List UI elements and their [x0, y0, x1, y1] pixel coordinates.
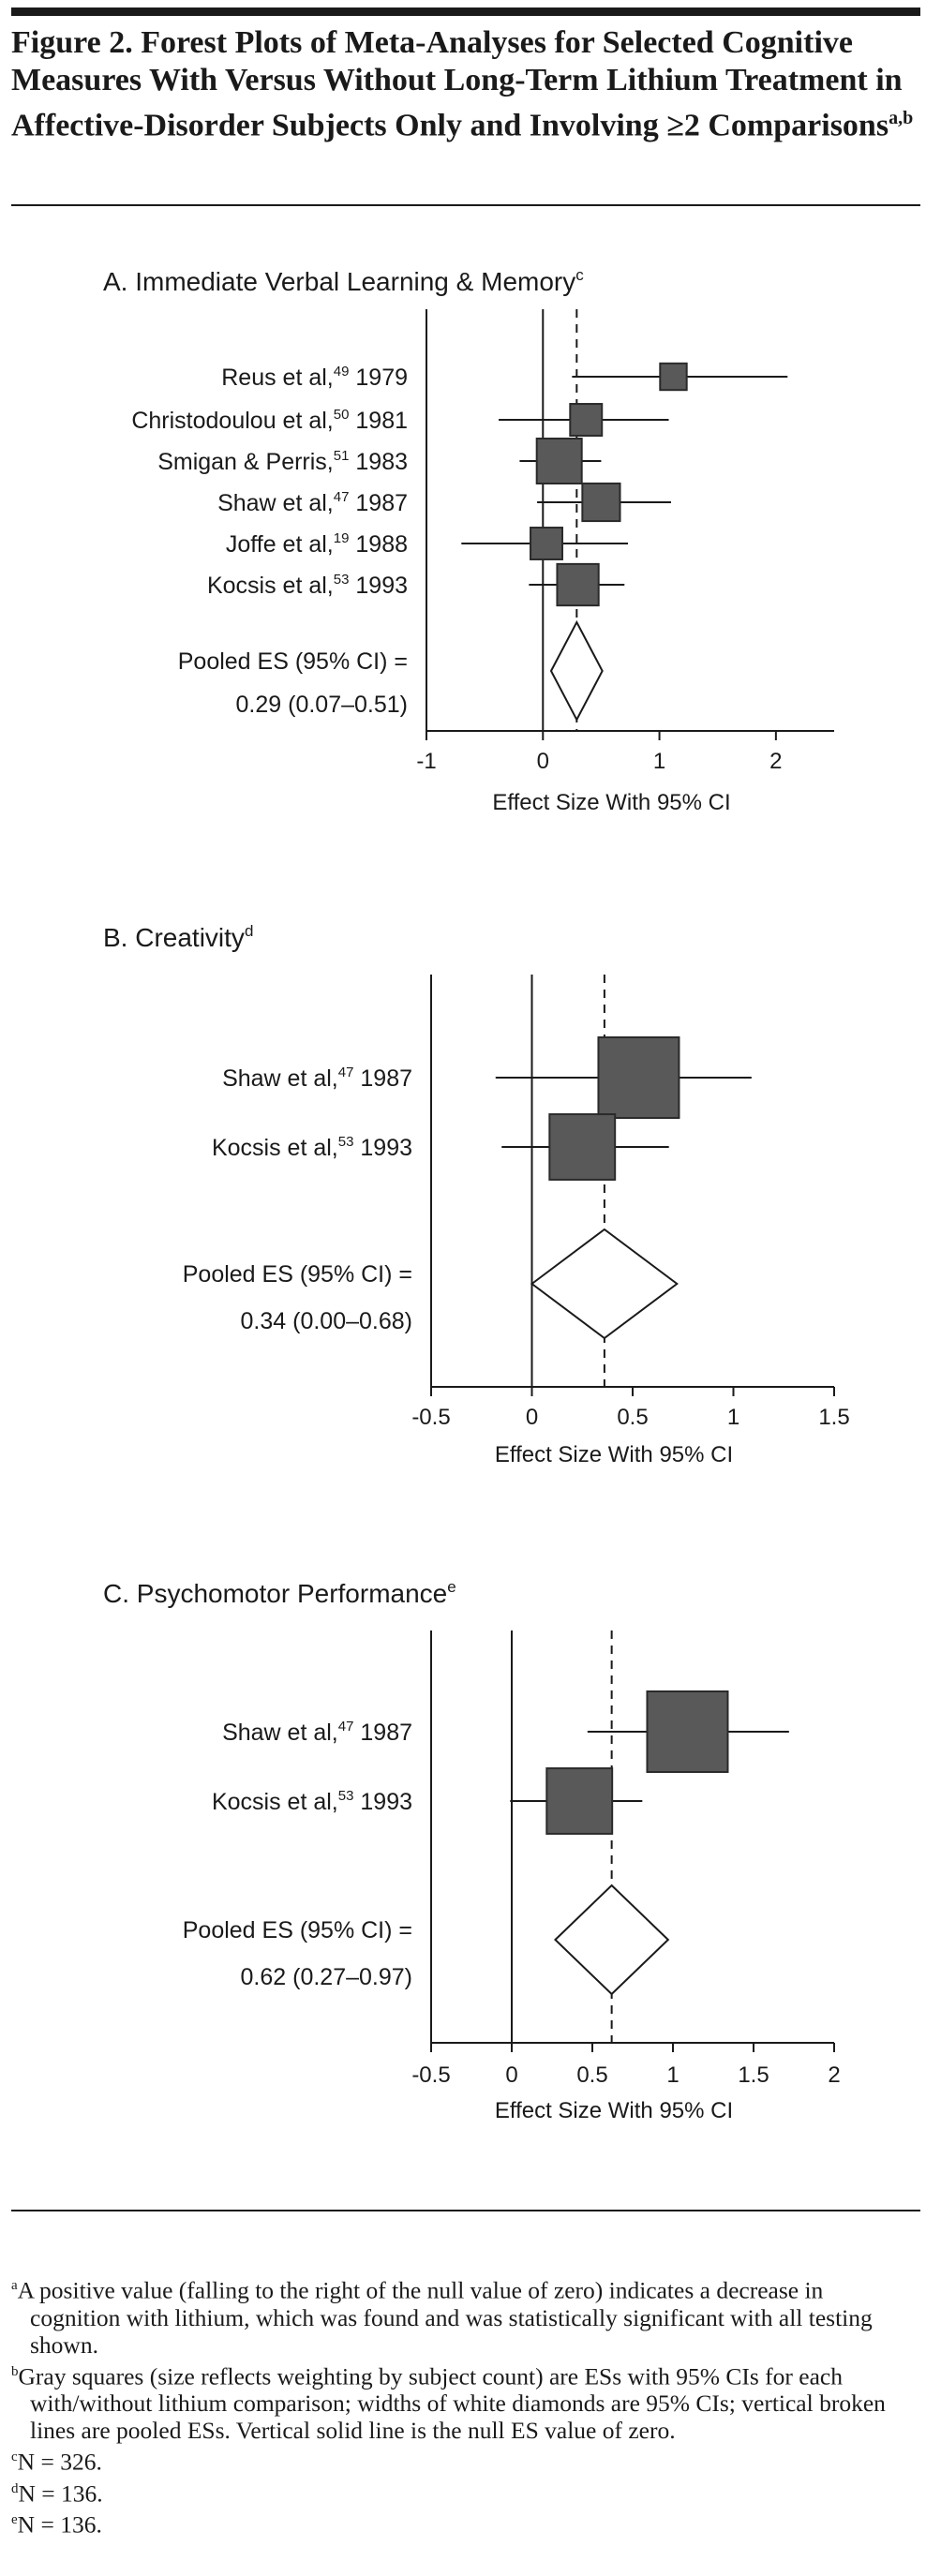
pooled-label: Pooled ES (95% CI) = [183, 1917, 412, 1943]
footnote-e: eN = 136. [11, 2510, 102, 2539]
x-tick-label: 2 [828, 2062, 840, 2088]
forest-plots: A. Immediate Verbal Learning & Memoryc -1… [103, 266, 850, 2123]
study-year: 1981 [349, 408, 408, 434]
x-tick-label: -1 [416, 749, 436, 774]
study-label: Smigan & Perris,51 1983 [157, 448, 408, 475]
study-ref: 47 [338, 1065, 354, 1080]
study-es-square [556, 562, 600, 607]
x-tick-label: -0.5 [411, 1405, 450, 1430]
x-tick-label: 2 [769, 749, 782, 774]
study-year: 1983 [349, 449, 408, 475]
x-tick-label: -0.5 [411, 2062, 450, 2088]
title-rule [11, 204, 920, 206]
figure-title-text: Figure 2. Forest Plots of Meta-Analyses … [11, 25, 903, 143]
study-year: 1993 [353, 1789, 412, 1815]
study-ref: 53 [334, 572, 350, 588]
x-tick-label: 1.5 [738, 2062, 769, 2088]
study-ref: 47 [334, 489, 350, 505]
panel-title: B. Creativityd [103, 922, 253, 952]
study-es-square [581, 482, 621, 523]
panel-title-sup: e [447, 1578, 456, 1596]
x-tick-label: 0 [505, 2062, 517, 2088]
study-ref: 49 [334, 364, 350, 380]
x-tick-label: 0 [526, 1405, 538, 1430]
study-label: Kocsis et al,53 1993 [212, 1134, 412, 1161]
study-year: 1987 [353, 1065, 412, 1092]
study-label: Kocsis et al,53 1993 [212, 1788, 412, 1815]
x-tick-label: 0 [537, 749, 549, 774]
study-es-square [646, 1690, 729, 1773]
footnote-b: bGray squares (size reflects weighting b… [11, 2362, 886, 2444]
pooled-diamond [530, 1228, 679, 1340]
pooled-diamond [553, 1884, 670, 1996]
study-year: 1987 [349, 490, 408, 516]
footnotes: aA positive value (falling to the right … [11, 2272, 911, 2539]
forest-panel-1: A. Immediate Verbal Learning & Memoryc -1… [103, 266, 834, 815]
pooled-label: Pooled ES (95% CI) = [183, 1261, 412, 1288]
footnote-rule [11, 2210, 920, 2211]
study-es-square [545, 1767, 614, 1835]
study-ref: 51 [334, 448, 350, 464]
study-label: Shaw et al,47 1987 [222, 1719, 412, 1746]
figure-title-sup: a,b [889, 108, 914, 128]
study-ref: 53 [338, 1134, 354, 1150]
study-es-square [597, 1036, 680, 1119]
panel-title-sup: d [245, 922, 253, 940]
study-es-square [530, 527, 563, 560]
study-year: 1993 [349, 573, 408, 599]
top-rule [11, 7, 920, 16]
study-es-square [535, 438, 583, 484]
study-year: 1988 [349, 531, 408, 558]
pooled-value: 0.29 (0.07–0.51) [236, 692, 408, 718]
x-axis-label: Effect Size With 95% CI [495, 2098, 733, 2123]
footnote-c: cN = 326. [11, 2448, 102, 2476]
study-ref: 19 [334, 530, 350, 546]
x-tick-label: 0.5 [576, 2062, 607, 2088]
pooled-diamond [549, 619, 604, 722]
study-label: Shaw et al,47 1987 [217, 489, 408, 516]
study-es-square [569, 403, 604, 437]
study-label: Reus et al,49 1979 [221, 364, 408, 391]
study-ref: 50 [334, 407, 350, 423]
study-label: Shaw et al,47 1987 [222, 1065, 412, 1092]
pooled-value: 0.62 (0.27–0.97) [241, 1964, 412, 1990]
footnote-a: aA positive value (falling to the right … [11, 2276, 873, 2359]
panel-title-sup: c [575, 266, 584, 284]
study-year: 1993 [353, 1135, 412, 1161]
study-es-square [659, 362, 688, 392]
panel-title: C. Psychomotor Performancee [103, 1578, 456, 1608]
x-tick-label: 1 [727, 1405, 739, 1430]
x-axis-label: Effect Size With 95% CI [495, 1442, 733, 1467]
study-ref: 53 [338, 1788, 354, 1804]
study-year: 1979 [349, 365, 408, 391]
study-label: Christodoulou et al,50 1981 [131, 407, 408, 434]
study-ref: 47 [338, 1719, 354, 1735]
study-label: Kocsis et al,53 1993 [207, 572, 408, 599]
study-label: Joffe et al,19 1988 [226, 530, 408, 558]
pooled-label: Pooled ES (95% CI) = [178, 648, 408, 675]
x-tick-label: 1.5 [818, 1405, 849, 1430]
forest-panel-3: C. Psychomotor Performancee -0.5 0 0.5 1 1.5 2… [103, 1578, 841, 2123]
x-tick-label: 0.5 [617, 1405, 648, 1430]
x-tick-label: 1 [666, 2062, 679, 2088]
figure-title: Figure 2. Forest Plots of Meta-Analyses … [11, 24, 920, 144]
x-tick-label: 1 [653, 749, 665, 774]
panel-title: A. Immediate Verbal Learning & Memoryc [103, 266, 584, 296]
forest-panel-2: B. Creativityd -0.5 0 0.5 1 1.5 Effect Size Wi… [103, 922, 850, 1467]
study-year: 1987 [353, 1720, 412, 1746]
study-es-square [548, 1113, 617, 1181]
x-axis-label: Effect Size With 95% CI [492, 790, 730, 815]
pooled-value: 0.34 (0.00–0.68) [241, 1308, 412, 1334]
footnote-d: dN = 136. [11, 2479, 103, 2507]
